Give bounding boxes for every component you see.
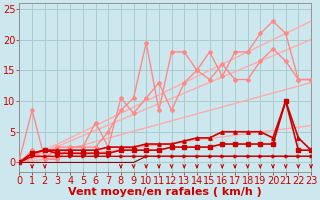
X-axis label: Vent moyen/en rafales ( km/h ): Vent moyen/en rafales ( km/h ) bbox=[68, 187, 262, 197]
